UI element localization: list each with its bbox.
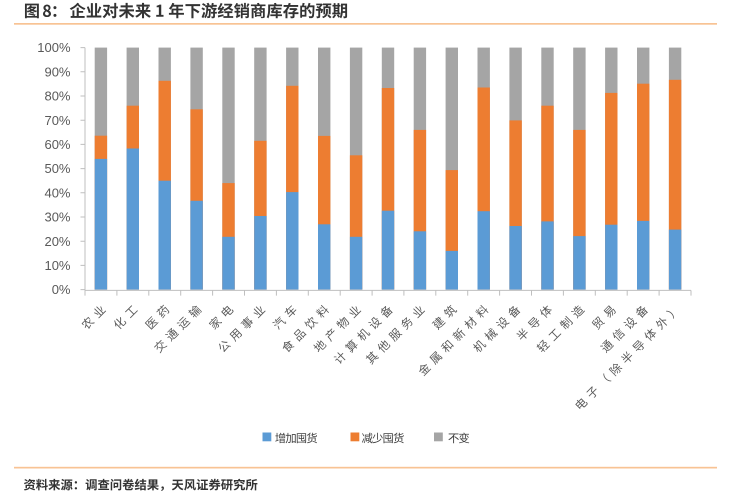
svg-text:60%: 60% [44, 137, 70, 152]
svg-text:0%: 0% [52, 282, 71, 297]
svg-text:40%: 40% [44, 185, 70, 200]
svg-text:80%: 80% [44, 89, 70, 104]
svg-text:90%: 90% [44, 64, 70, 79]
svg-text:30%: 30% [44, 210, 70, 225]
svg-text:10%: 10% [44, 258, 70, 273]
svg-text:70%: 70% [44, 113, 70, 128]
svg-text:20%: 20% [44, 234, 70, 249]
svg-text:100%: 100% [37, 40, 71, 55]
svg-text:50%: 50% [44, 161, 70, 176]
